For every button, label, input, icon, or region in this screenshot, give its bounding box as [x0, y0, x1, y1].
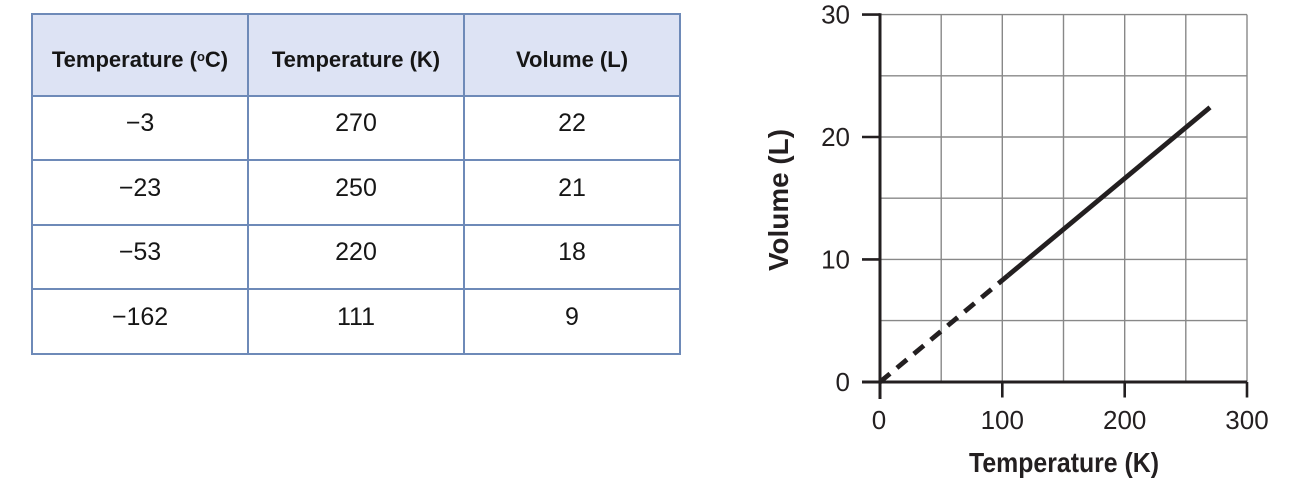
svg-text:20: 20 [821, 122, 850, 152]
svg-text:0: 0 [872, 405, 886, 435]
svg-text:10: 10 [821, 244, 850, 274]
svg-text:30: 30 [821, 0, 850, 30]
svg-text:Volume (L): Volume (L) [763, 129, 794, 271]
svg-text:100: 100 [981, 405, 1024, 435]
svg-text:300: 300 [1225, 405, 1268, 435]
svg-text:0: 0 [836, 367, 850, 397]
svg-text:200: 200 [1103, 405, 1146, 435]
svg-text:Temperature (K): Temperature (K) [969, 447, 1159, 478]
